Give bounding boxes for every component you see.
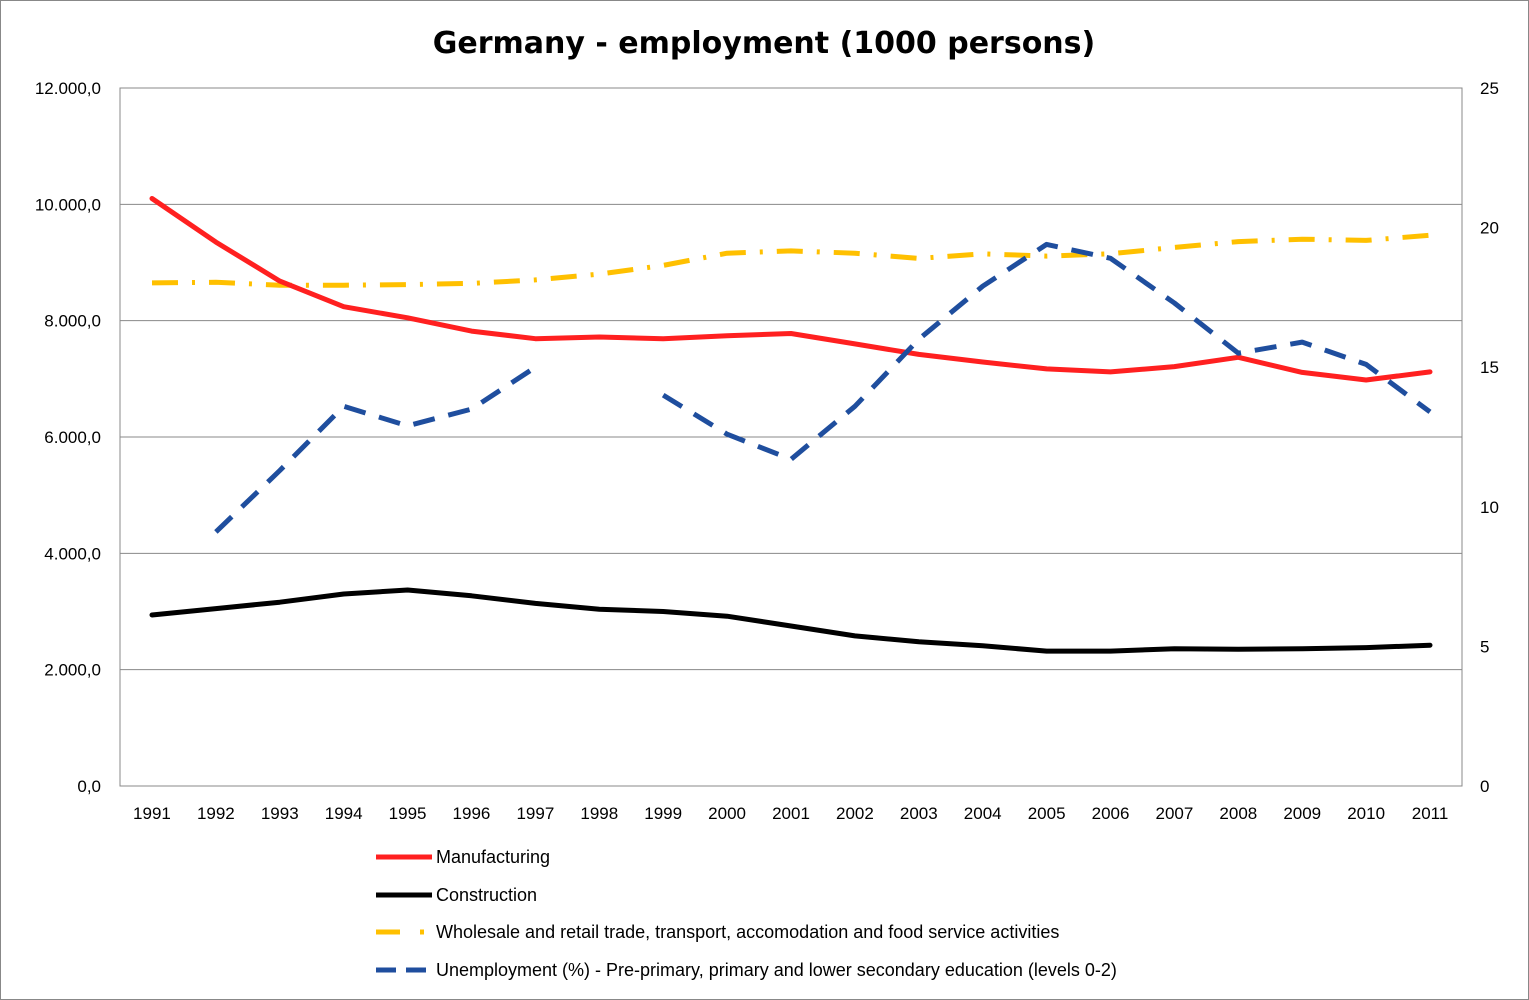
right-tick-label: 5 <box>1480 637 1489 656</box>
legend: Manufacturing Construction Wholesale and r… <box>376 847 1117 980</box>
left-tick-label: 10.000,0 <box>35 195 101 214</box>
x-tick-label: 2002 <box>836 804 874 823</box>
x-axis: 1991 1992 1993 1994 1995 1996 1997 1998 1999 2000… <box>133 804 1448 823</box>
x-tick-label: 1991 <box>133 804 171 823</box>
left-y-axis: 0,0 2.000,0 4.000,0 6.000,0 8.000,0 10.000,0 1… <box>35 79 101 796</box>
right-tick-label: 0 <box>1480 777 1489 796</box>
left-tick-label: 12.000,0 <box>35 79 101 98</box>
x-tick-label: 1998 <box>580 804 618 823</box>
left-tick-label: 2.000,0 <box>44 661 101 680</box>
x-tick-label: 1999 <box>644 804 682 823</box>
x-tick-label: 1993 <box>261 804 299 823</box>
series-lines <box>149 196 1433 654</box>
series-line-unemployment <box>214 365 537 534</box>
left-tick-label: 4.000,0 <box>44 544 101 563</box>
legend-label-construction: Construction <box>436 885 537 905</box>
series-line-unemployment <box>661 241 1432 462</box>
plot-area <box>119 87 1463 787</box>
legend-label-unemployment: Unemployment (%) - Pre-primary, primary … <box>436 960 1117 980</box>
left-tick-label: 8.000,0 <box>44 312 101 331</box>
x-tick-label: 1995 <box>389 804 427 823</box>
right-tick-label: 15 <box>1480 358 1499 377</box>
x-tick-label: 2006 <box>1092 804 1130 823</box>
series-line-construction <box>149 587 1433 654</box>
gridlines <box>120 203 1462 671</box>
x-tick-label: 1992 <box>197 804 235 823</box>
x-tick-label: 1997 <box>516 804 554 823</box>
right-tick-label: 20 <box>1480 219 1499 238</box>
right-tick-label: 10 <box>1480 498 1499 517</box>
x-tick-label: 2007 <box>1156 804 1194 823</box>
left-tick-label: 6.000,0 <box>44 428 101 447</box>
right-tick-label: 25 <box>1480 79 1499 98</box>
x-tick-label: 2001 <box>772 804 810 823</box>
x-tick-label: 1996 <box>453 804 491 823</box>
x-tick-label: 2003 <box>900 804 938 823</box>
x-tick-label: 2000 <box>708 804 746 823</box>
x-tick-label: 2004 <box>964 804 1002 823</box>
legend-label-wholesale: Wholesale and retail trade, transport, a… <box>436 922 1059 942</box>
series-line-manufacturing <box>149 196 1433 383</box>
x-tick-label: 2010 <box>1347 804 1385 823</box>
series-line-wholesale <box>151 232 1431 288</box>
right-y-axis: 0 5 10 15 20 25 <box>1480 79 1499 796</box>
x-tick-label: 2008 <box>1219 804 1257 823</box>
x-tick-label: 1994 <box>325 804 363 823</box>
x-tick-label: 2005 <box>1028 804 1066 823</box>
x-tick-label: 2009 <box>1283 804 1321 823</box>
left-tick-label: 0,0 <box>77 777 101 796</box>
chart-title: Germany - employment (1000 persons) <box>433 26 1095 61</box>
x-tick-label: 2011 <box>1412 804 1449 823</box>
legend-label-manufacturing: Manufacturing <box>436 847 550 867</box>
